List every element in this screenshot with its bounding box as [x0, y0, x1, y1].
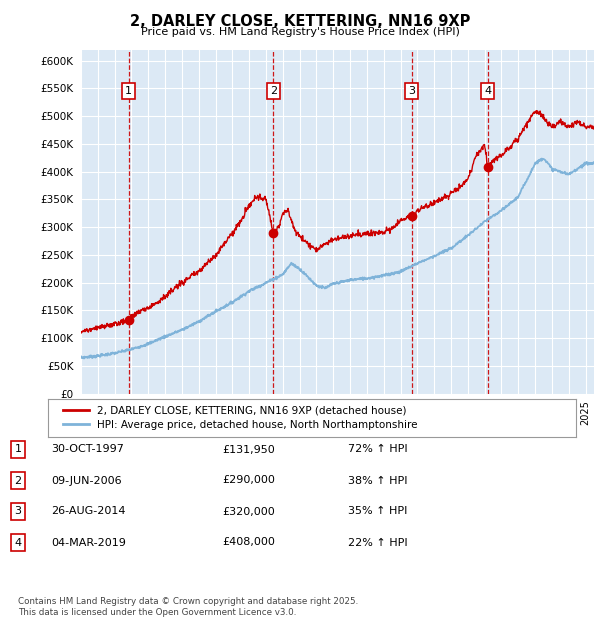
Text: 04-MAR-2019: 04-MAR-2019 [51, 538, 126, 547]
Text: £131,950: £131,950 [222, 445, 275, 454]
Text: 1: 1 [125, 86, 132, 96]
Text: 72% ↑ HPI: 72% ↑ HPI [348, 445, 407, 454]
Text: 2: 2 [14, 476, 22, 485]
Text: £320,000: £320,000 [222, 507, 275, 516]
Text: 3: 3 [14, 507, 22, 516]
Text: 35% ↑ HPI: 35% ↑ HPI [348, 507, 407, 516]
Text: 4: 4 [484, 86, 491, 96]
Text: 30-OCT-1997: 30-OCT-1997 [51, 445, 124, 454]
Text: Contains HM Land Registry data © Crown copyright and database right 2025.
This d: Contains HM Land Registry data © Crown c… [18, 598, 358, 617]
Text: 2, DARLEY CLOSE, KETTERING, NN16 9XP: 2, DARLEY CLOSE, KETTERING, NN16 9XP [130, 14, 470, 29]
Text: Price paid vs. HM Land Registry's House Price Index (HPI): Price paid vs. HM Land Registry's House … [140, 27, 460, 37]
Text: 3: 3 [408, 86, 415, 96]
Text: 2: 2 [270, 86, 277, 96]
Legend: 2, DARLEY CLOSE, KETTERING, NN16 9XP (detached house), HPI: Average price, detac: 2, DARLEY CLOSE, KETTERING, NN16 9XP (de… [58, 402, 422, 434]
Text: 4: 4 [14, 538, 22, 547]
Text: 09-JUN-2006: 09-JUN-2006 [51, 476, 122, 485]
Text: 1: 1 [14, 445, 22, 454]
Text: 26-AUG-2014: 26-AUG-2014 [51, 507, 125, 516]
Text: 38% ↑ HPI: 38% ↑ HPI [348, 476, 407, 485]
Text: 22% ↑ HPI: 22% ↑ HPI [348, 538, 407, 547]
Text: £290,000: £290,000 [222, 476, 275, 485]
Text: £408,000: £408,000 [222, 538, 275, 547]
